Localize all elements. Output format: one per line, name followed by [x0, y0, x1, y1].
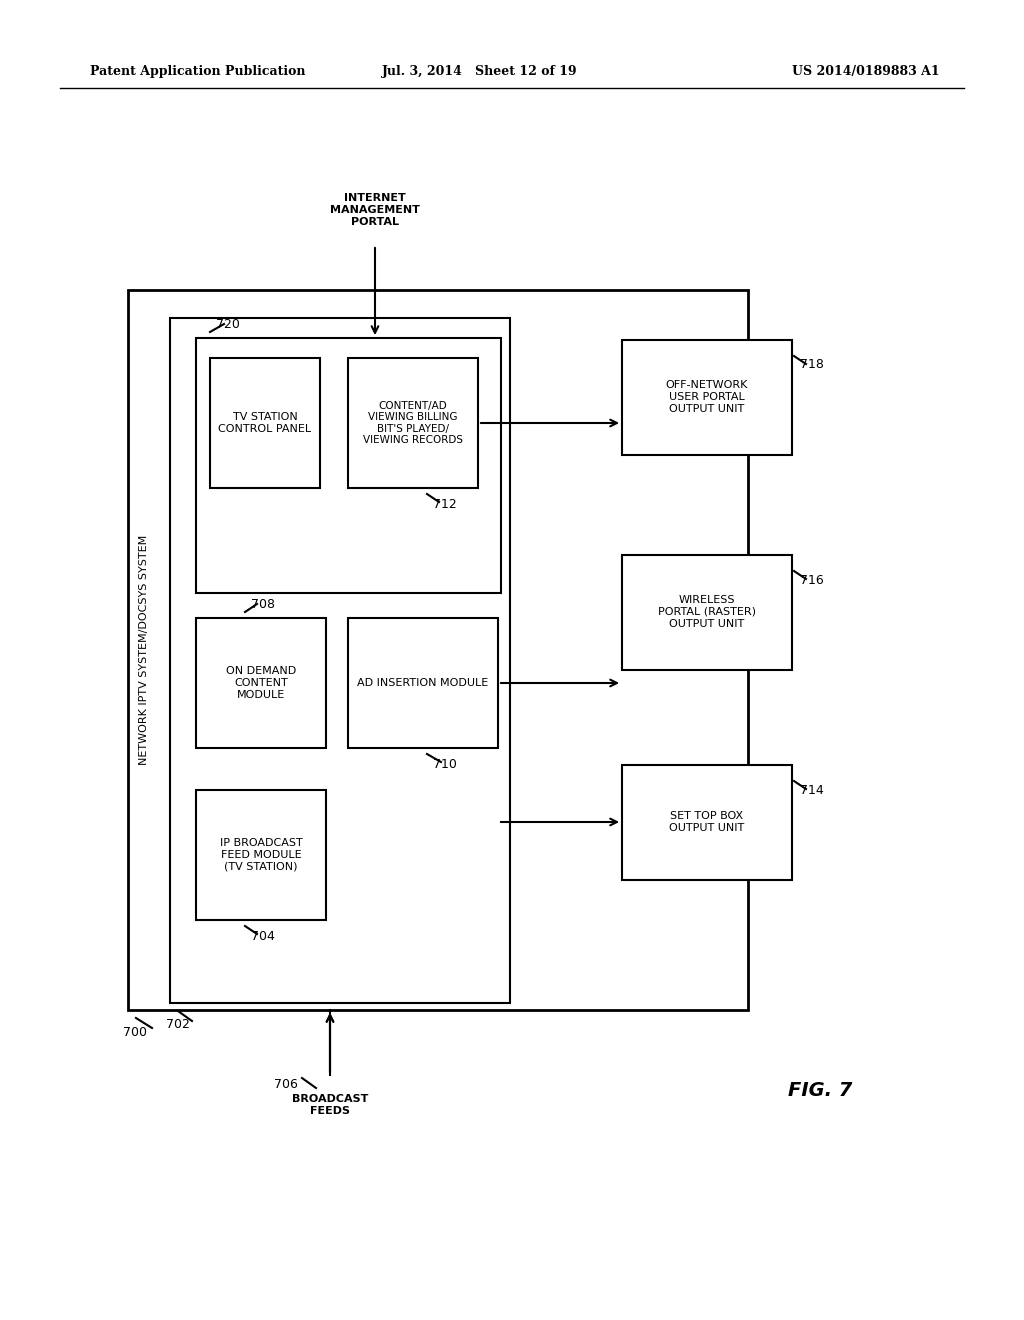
- Text: 712: 712: [433, 498, 457, 511]
- Text: OFF-NETWORK
USER PORTAL
OUTPUT UNIT: OFF-NETWORK USER PORTAL OUTPUT UNIT: [666, 380, 749, 413]
- Bar: [128, 290, 748, 1010]
- Text: 710: 710: [433, 758, 457, 771]
- Text: SET TOP BOX
OUTPUT UNIT: SET TOP BOX OUTPUT UNIT: [670, 812, 744, 833]
- Bar: [348, 358, 478, 488]
- Text: WIRELESS
PORTAL (RASTER)
OUTPUT UNIT: WIRELESS PORTAL (RASTER) OUTPUT UNIT: [658, 595, 756, 628]
- Bar: [196, 338, 501, 593]
- Text: 702: 702: [166, 1019, 189, 1031]
- Text: 714: 714: [800, 784, 823, 796]
- Bar: [196, 618, 326, 748]
- Text: NETWORK IPTV SYSTEM/DOCSYS SYSTEM: NETWORK IPTV SYSTEM/DOCSYS SYSTEM: [139, 535, 150, 766]
- Text: Patent Application Publication: Patent Application Publication: [90, 66, 305, 78]
- Text: 700: 700: [123, 1026, 147, 1039]
- Bar: [622, 766, 792, 880]
- Text: FIG. 7: FIG. 7: [787, 1081, 852, 1100]
- Text: 704: 704: [251, 929, 274, 942]
- Text: 718: 718: [800, 359, 824, 371]
- Bar: [210, 358, 319, 488]
- Bar: [348, 618, 498, 748]
- Text: INTERNET
MANAGEMENT
PORTAL: INTERNET MANAGEMENT PORTAL: [330, 194, 420, 227]
- Text: 706: 706: [274, 1078, 298, 1092]
- Text: 716: 716: [800, 573, 823, 586]
- Bar: [196, 789, 326, 920]
- Bar: [170, 318, 510, 1003]
- Text: Jul. 3, 2014   Sheet 12 of 19: Jul. 3, 2014 Sheet 12 of 19: [382, 66, 578, 78]
- Text: ON DEMAND
CONTENT
MODULE: ON DEMAND CONTENT MODULE: [226, 667, 296, 700]
- Text: TV STATION
CONTROL PANEL: TV STATION CONTROL PANEL: [218, 412, 311, 434]
- Text: US 2014/0189883 A1: US 2014/0189883 A1: [793, 66, 940, 78]
- Bar: [622, 554, 792, 671]
- Text: CONTENT/AD
VIEWING BILLING
BIT'S PLAYED/
VIEWING RECORDS: CONTENT/AD VIEWING BILLING BIT'S PLAYED/…: [362, 400, 463, 445]
- Text: 708: 708: [251, 598, 275, 610]
- Text: 720: 720: [216, 318, 240, 330]
- Bar: [622, 341, 792, 455]
- Text: AD INSERTION MODULE: AD INSERTION MODULE: [357, 678, 488, 688]
- Text: IP BROADCAST
FEED MODULE
(TV STATION): IP BROADCAST FEED MODULE (TV STATION): [219, 838, 302, 871]
- Text: BROADCAST
FEEDS: BROADCAST FEEDS: [292, 1094, 369, 1115]
